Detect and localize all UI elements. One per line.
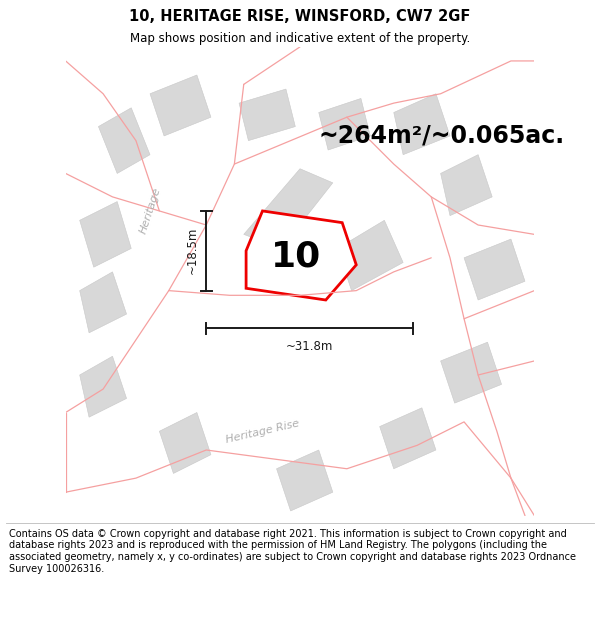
Text: Map shows position and indicative extent of the property.: Map shows position and indicative extent… xyxy=(130,32,470,45)
Text: ~264m²/~0.065ac.: ~264m²/~0.065ac. xyxy=(319,124,565,148)
Polygon shape xyxy=(80,201,131,268)
Polygon shape xyxy=(440,154,492,216)
Polygon shape xyxy=(464,239,525,300)
Polygon shape xyxy=(277,450,333,511)
Polygon shape xyxy=(160,412,211,474)
Polygon shape xyxy=(337,220,403,291)
Polygon shape xyxy=(319,98,370,150)
Polygon shape xyxy=(380,408,436,469)
Text: Contains OS data © Crown copyright and database right 2021. This information is : Contains OS data © Crown copyright and d… xyxy=(9,529,576,574)
Polygon shape xyxy=(80,272,127,332)
Text: ~18.5m: ~18.5m xyxy=(186,227,199,274)
Polygon shape xyxy=(440,342,502,403)
Text: 10, HERITAGE RISE, WINSFORD, CW7 2GF: 10, HERITAGE RISE, WINSFORD, CW7 2GF xyxy=(130,9,470,24)
Polygon shape xyxy=(246,211,356,300)
Polygon shape xyxy=(80,356,127,418)
Polygon shape xyxy=(98,107,150,173)
Polygon shape xyxy=(239,89,295,141)
Text: Heritage Rise: Heritage Rise xyxy=(225,418,300,444)
Text: Heritage: Heritage xyxy=(138,186,162,236)
Text: 10: 10 xyxy=(271,239,322,273)
Polygon shape xyxy=(244,169,333,248)
Polygon shape xyxy=(394,94,450,154)
Text: ~31.8m: ~31.8m xyxy=(286,340,333,353)
Polygon shape xyxy=(150,75,211,136)
